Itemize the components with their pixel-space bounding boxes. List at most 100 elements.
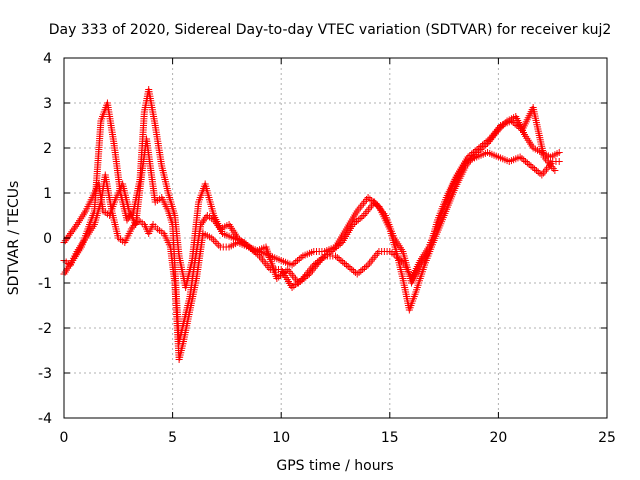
data-point-interp <box>509 119 517 126</box>
data-point <box>364 261 372 269</box>
x-tick-label: 15 <box>381 430 399 446</box>
data-point-interp <box>346 264 354 272</box>
data-point-interp <box>298 276 306 284</box>
data-point-interp <box>362 263 370 270</box>
data-point <box>516 153 524 161</box>
data-point-interp <box>518 155 526 162</box>
data-point-interp <box>366 259 374 267</box>
data-point-interp <box>276 272 284 279</box>
data-point <box>208 234 216 242</box>
data-point-interp <box>539 169 547 177</box>
data-point-interp <box>242 240 250 248</box>
data-point-interp <box>356 203 364 211</box>
data-point-interp <box>318 255 326 263</box>
data-point-interp <box>532 167 540 174</box>
data-points <box>60 86 563 363</box>
data-point-interp <box>322 252 330 260</box>
data-point-interp <box>302 273 310 281</box>
data-point-interp <box>344 263 352 270</box>
data-point-interp <box>525 161 533 168</box>
data-point <box>332 252 339 260</box>
data-point-interp <box>211 238 219 246</box>
data-point-interp <box>466 152 474 159</box>
data-point-interp <box>482 138 490 146</box>
data-point-interp <box>394 254 402 262</box>
y-tick-label: 0 <box>43 231 52 247</box>
data-point-interp <box>350 267 358 275</box>
data-point <box>360 212 368 219</box>
data-point-interp <box>396 256 404 264</box>
data-point-interp <box>248 245 256 252</box>
data-point-interp <box>278 270 286 278</box>
data-point-interp <box>473 146 481 153</box>
data-point-interp <box>477 143 485 150</box>
data-point <box>507 117 515 125</box>
data-point-interp <box>293 257 301 264</box>
data-point-interp <box>292 258 300 266</box>
y-tick-label: 1 <box>43 186 52 202</box>
data-point-interp <box>127 211 135 219</box>
data-point-interp <box>523 159 531 167</box>
y-tick-label: 3 <box>43 96 52 112</box>
data-point-interp <box>348 266 356 273</box>
data-point <box>551 167 559 174</box>
data-point-interp <box>358 201 366 209</box>
data-point-interp <box>369 255 377 263</box>
y-tick-label: -1 <box>38 276 52 292</box>
data-point-interp <box>515 123 523 131</box>
data-point <box>240 239 248 246</box>
data-point <box>364 194 372 201</box>
data-point-interp <box>513 122 521 129</box>
data-point <box>392 252 400 260</box>
data-point-interp <box>361 210 369 218</box>
data-point-interp <box>304 272 312 279</box>
data-point-interp <box>341 260 349 267</box>
data-point-interp <box>128 209 136 217</box>
data-point-interp <box>68 228 76 236</box>
data-point <box>316 257 324 264</box>
data-point <box>353 270 361 278</box>
data-point-interp <box>325 249 333 257</box>
data-point-interp <box>335 255 343 263</box>
y-tick-label: 4 <box>43 51 52 67</box>
data-point-interp <box>320 254 328 261</box>
data-point-interp <box>246 243 254 251</box>
data-point-interp <box>333 254 341 261</box>
data-point-interp <box>352 218 360 225</box>
data-point-interp <box>290 273 298 281</box>
data-point-interp <box>358 213 366 221</box>
data-point-interp <box>480 140 488 147</box>
data-point <box>295 279 303 287</box>
data-point-interp <box>367 257 375 265</box>
data-point-interp <box>124 214 132 222</box>
chart-title: Day 333 of 2020, Sidereal Day-to-day VTE… <box>49 22 612 38</box>
axis-ticks: 0 5 10 15 20 25 -4 -3 -2 -1 0 1 2 3 4 <box>38 51 616 446</box>
data-point <box>288 261 296 269</box>
data-point-interp <box>359 199 367 207</box>
data-point-interp <box>337 257 345 264</box>
data-point-interp <box>484 137 492 144</box>
data-point <box>555 149 563 156</box>
data-point-interp <box>201 215 209 223</box>
data-point-interp <box>366 204 374 212</box>
data-point-interp <box>295 255 303 263</box>
data-point-interp <box>199 217 207 225</box>
data-point-interp <box>534 168 542 176</box>
data-point <box>67 230 75 237</box>
data-point-interp <box>131 220 139 228</box>
x-tick-label: 10 <box>272 430 290 446</box>
data-point-interp <box>351 219 359 227</box>
data-point-interp <box>288 271 296 279</box>
data-point-interp <box>215 241 223 249</box>
data-point-interp <box>471 147 479 155</box>
data-point <box>123 216 131 224</box>
data-point-interp <box>354 216 362 224</box>
data-point <box>273 275 281 282</box>
data-point <box>475 144 483 152</box>
data-point-interp <box>356 215 364 222</box>
data-point-interp <box>363 208 371 216</box>
data-point-interp <box>331 245 339 252</box>
data-point-interp <box>296 278 304 285</box>
data-point-interp <box>357 267 365 275</box>
